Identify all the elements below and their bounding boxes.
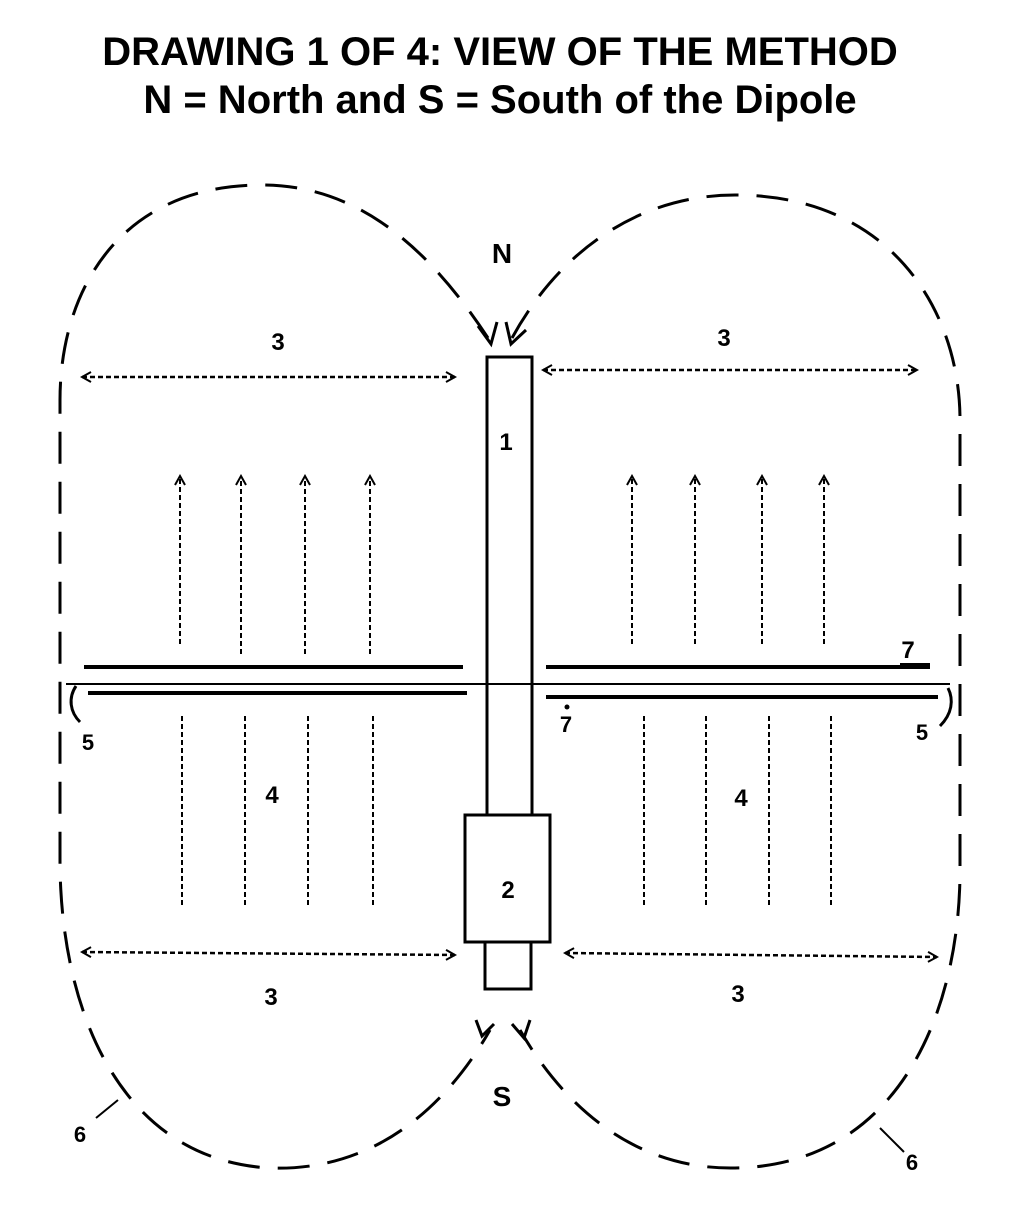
- dimension-arrow-bottom-left: [82, 952, 455, 955]
- upward-field-arrows: [180, 476, 824, 654]
- dimension-arrow-bottom-right: [565, 953, 937, 957]
- leader-6-right: [879, 1127, 905, 1153]
- label-north: N: [492, 238, 512, 269]
- label-dim-top-left: 3: [271, 329, 284, 356]
- field-loop-right: [510, 193, 962, 1170]
- plate-end-right: [938, 687, 953, 728]
- title-line-1: DRAWING 1 OF 4: VIEW OF THE METHOD: [102, 30, 898, 74]
- plate-end-left: [69, 685, 82, 724]
- south-arrowhead-right: [510, 1019, 532, 1041]
- label-dim-top-right: 3: [717, 325, 730, 352]
- title-block: DRAWING 1 OF 4: VIEW OF THE METHOD N = N…: [0, 28, 1000, 124]
- label-end-left: 5: [82, 730, 94, 755]
- leader-6-left: [95, 1099, 119, 1119]
- dipole-rod: [485, 355, 534, 817]
- label-south: S: [493, 1081, 512, 1112]
- dipole-foot: [483, 940, 533, 991]
- dipole-block: [463, 813, 552, 944]
- field-loop-left: [58, 183, 492, 1170]
- south-arrowhead-left: [474, 1019, 496, 1039]
- label-rod: 1: [499, 429, 512, 456]
- label-7-dot: [564, 704, 570, 710]
- label-block: 2: [501, 877, 514, 904]
- label-end-right: 5: [916, 720, 928, 745]
- north-arrowhead-right: [504, 321, 528, 347]
- label-field-right: 4: [734, 785, 748, 812]
- title-line-2: N = North and S = South of the Dipole: [143, 78, 857, 122]
- label-plate-upper: 7: [901, 637, 914, 664]
- label-plate-lower: 7: [560, 712, 572, 737]
- label-loop-right: 6: [906, 1150, 918, 1175]
- label-dim-bottom-left: 3: [264, 984, 277, 1011]
- label-field-left: 4: [265, 782, 279, 809]
- north-arrowhead-left: [476, 321, 499, 348]
- label-dim-bottom-right: 3: [731, 981, 744, 1008]
- label-loop-left: 6: [74, 1122, 86, 1147]
